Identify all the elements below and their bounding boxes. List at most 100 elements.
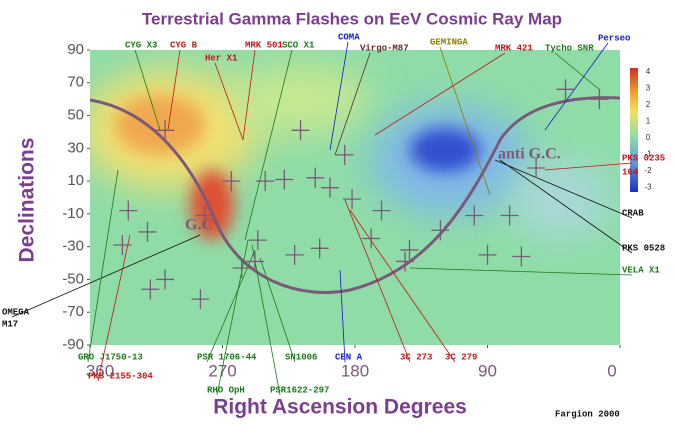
data-point <box>465 205 484 226</box>
colorbar-tick-label: 0 <box>646 133 651 142</box>
annotation-line <box>544 42 609 131</box>
data-point <box>156 269 175 290</box>
y-tick-label: -30 <box>62 238 84 255</box>
annotation: CEN A <box>335 352 363 362</box>
annotation: Tycho SNR <box>545 43 594 53</box>
y-tick-label: -10 <box>62 205 84 222</box>
annotation: GEMINGA <box>430 37 468 47</box>
annotation-line <box>494 159 633 219</box>
y-tick-label: 30 <box>67 139 84 156</box>
annotation: 3C 279 <box>445 352 477 362</box>
data-point <box>156 120 175 141</box>
data-point <box>431 220 450 241</box>
annotation-line <box>554 52 601 91</box>
annotation-line <box>214 62 244 141</box>
annotation-line <box>251 244 281 396</box>
data-point <box>291 120 310 141</box>
annotation: PSR1622-297 <box>270 385 329 395</box>
data-point <box>232 257 251 278</box>
data-point <box>141 279 160 300</box>
region-label: anti G.C. <box>498 146 561 163</box>
annotation: SN1006 <box>285 352 317 362</box>
data-point <box>590 89 609 110</box>
colorbar-tick-label: 4 <box>646 67 651 76</box>
colorbar-tick-label: 1 <box>646 117 651 126</box>
x-axis-label: Right Ascension Degrees <box>213 396 467 419</box>
annotation-line <box>244 49 293 241</box>
data-point <box>195 205 214 226</box>
annotation-line <box>344 199 411 363</box>
data-point <box>556 79 575 100</box>
annotation: CYG X3 <box>125 40 157 50</box>
data-point <box>245 251 264 272</box>
annotation-line <box>349 209 456 363</box>
annotation: PKS 0528 <box>622 243 665 253</box>
data-point <box>222 171 241 192</box>
annotation: PKS 0235 <box>622 153 665 163</box>
y-tick-label: -50 <box>62 270 84 287</box>
annotation-line <box>206 249 256 363</box>
data-point <box>320 177 339 198</box>
colorbar-tick-label: -2 <box>644 166 652 175</box>
annotation: PKS 2155-304 <box>88 371 153 381</box>
annotation: SCO X1 <box>282 40 315 50</box>
annotation: COMA <box>338 32 360 42</box>
region-label: G.C <box>185 217 213 234</box>
data-point <box>396 251 415 272</box>
y-tick-label: 90 <box>67 41 84 58</box>
annotation-line <box>134 49 161 131</box>
chart-title: Terrestrial Gamma Flashes on EeV Cosmic … <box>142 9 562 28</box>
annotation-line <box>439 46 491 196</box>
data-point <box>256 171 275 192</box>
data-point <box>248 230 267 251</box>
annotation-line <box>97 234 131 382</box>
y-tick-label: 50 <box>67 107 84 124</box>
y-axis-label: Declinations <box>16 138 39 263</box>
annotation-line <box>167 49 181 131</box>
annotation: 164 <box>622 167 639 177</box>
colorbar-tick-label: 3 <box>646 84 651 93</box>
annotation: MRK 501 <box>245 40 283 50</box>
data-point <box>527 158 546 178</box>
colorbar-tick-label: -1 <box>644 150 652 159</box>
annotation-line <box>499 159 633 254</box>
annotation: MRK 421 <box>495 43 533 53</box>
data-point <box>512 246 531 267</box>
data-point <box>372 200 391 221</box>
annotation-line <box>544 162 633 171</box>
annotation: M17 <box>2 319 18 329</box>
colorbar-tick-label: -3 <box>644 183 652 192</box>
data-point <box>500 205 519 226</box>
annotation-line <box>329 41 349 151</box>
data-point <box>335 144 354 165</box>
annotation-line <box>216 239 249 396</box>
annotation: 3C 273 <box>400 352 432 362</box>
annotation: GRO J1750-13 <box>78 352 143 362</box>
y-tick-label: 70 <box>67 74 84 91</box>
annotation-line <box>409 267 633 276</box>
data-point <box>275 169 294 190</box>
colorbar-tick-label: 2 <box>646 100 651 109</box>
y-tick-label: 10 <box>67 172 84 189</box>
data-point <box>343 189 362 210</box>
data-point <box>478 244 497 265</box>
y-tick-label: -90 <box>62 336 84 353</box>
data-point <box>285 244 304 265</box>
annotation: CRAB <box>622 208 644 218</box>
x-tick-label: 90 <box>478 361 497 380</box>
annotation-line <box>242 49 256 141</box>
annotation: CYG B <box>170 40 198 50</box>
data-point <box>400 239 419 260</box>
annotation-line <box>259 257 296 363</box>
annotation-line <box>339 269 346 363</box>
data-point <box>138 221 157 242</box>
y-tick-label: -70 <box>62 303 84 320</box>
x-tick-label: 0 <box>607 361 616 380</box>
annotation: VELA X1 <box>622 265 660 275</box>
data-point <box>113 235 132 256</box>
annotation: RHO OpH <box>207 385 245 395</box>
credit: Fargion 2000 <box>555 409 620 419</box>
annotation: OMEGA <box>2 307 30 317</box>
data-point <box>191 289 210 310</box>
